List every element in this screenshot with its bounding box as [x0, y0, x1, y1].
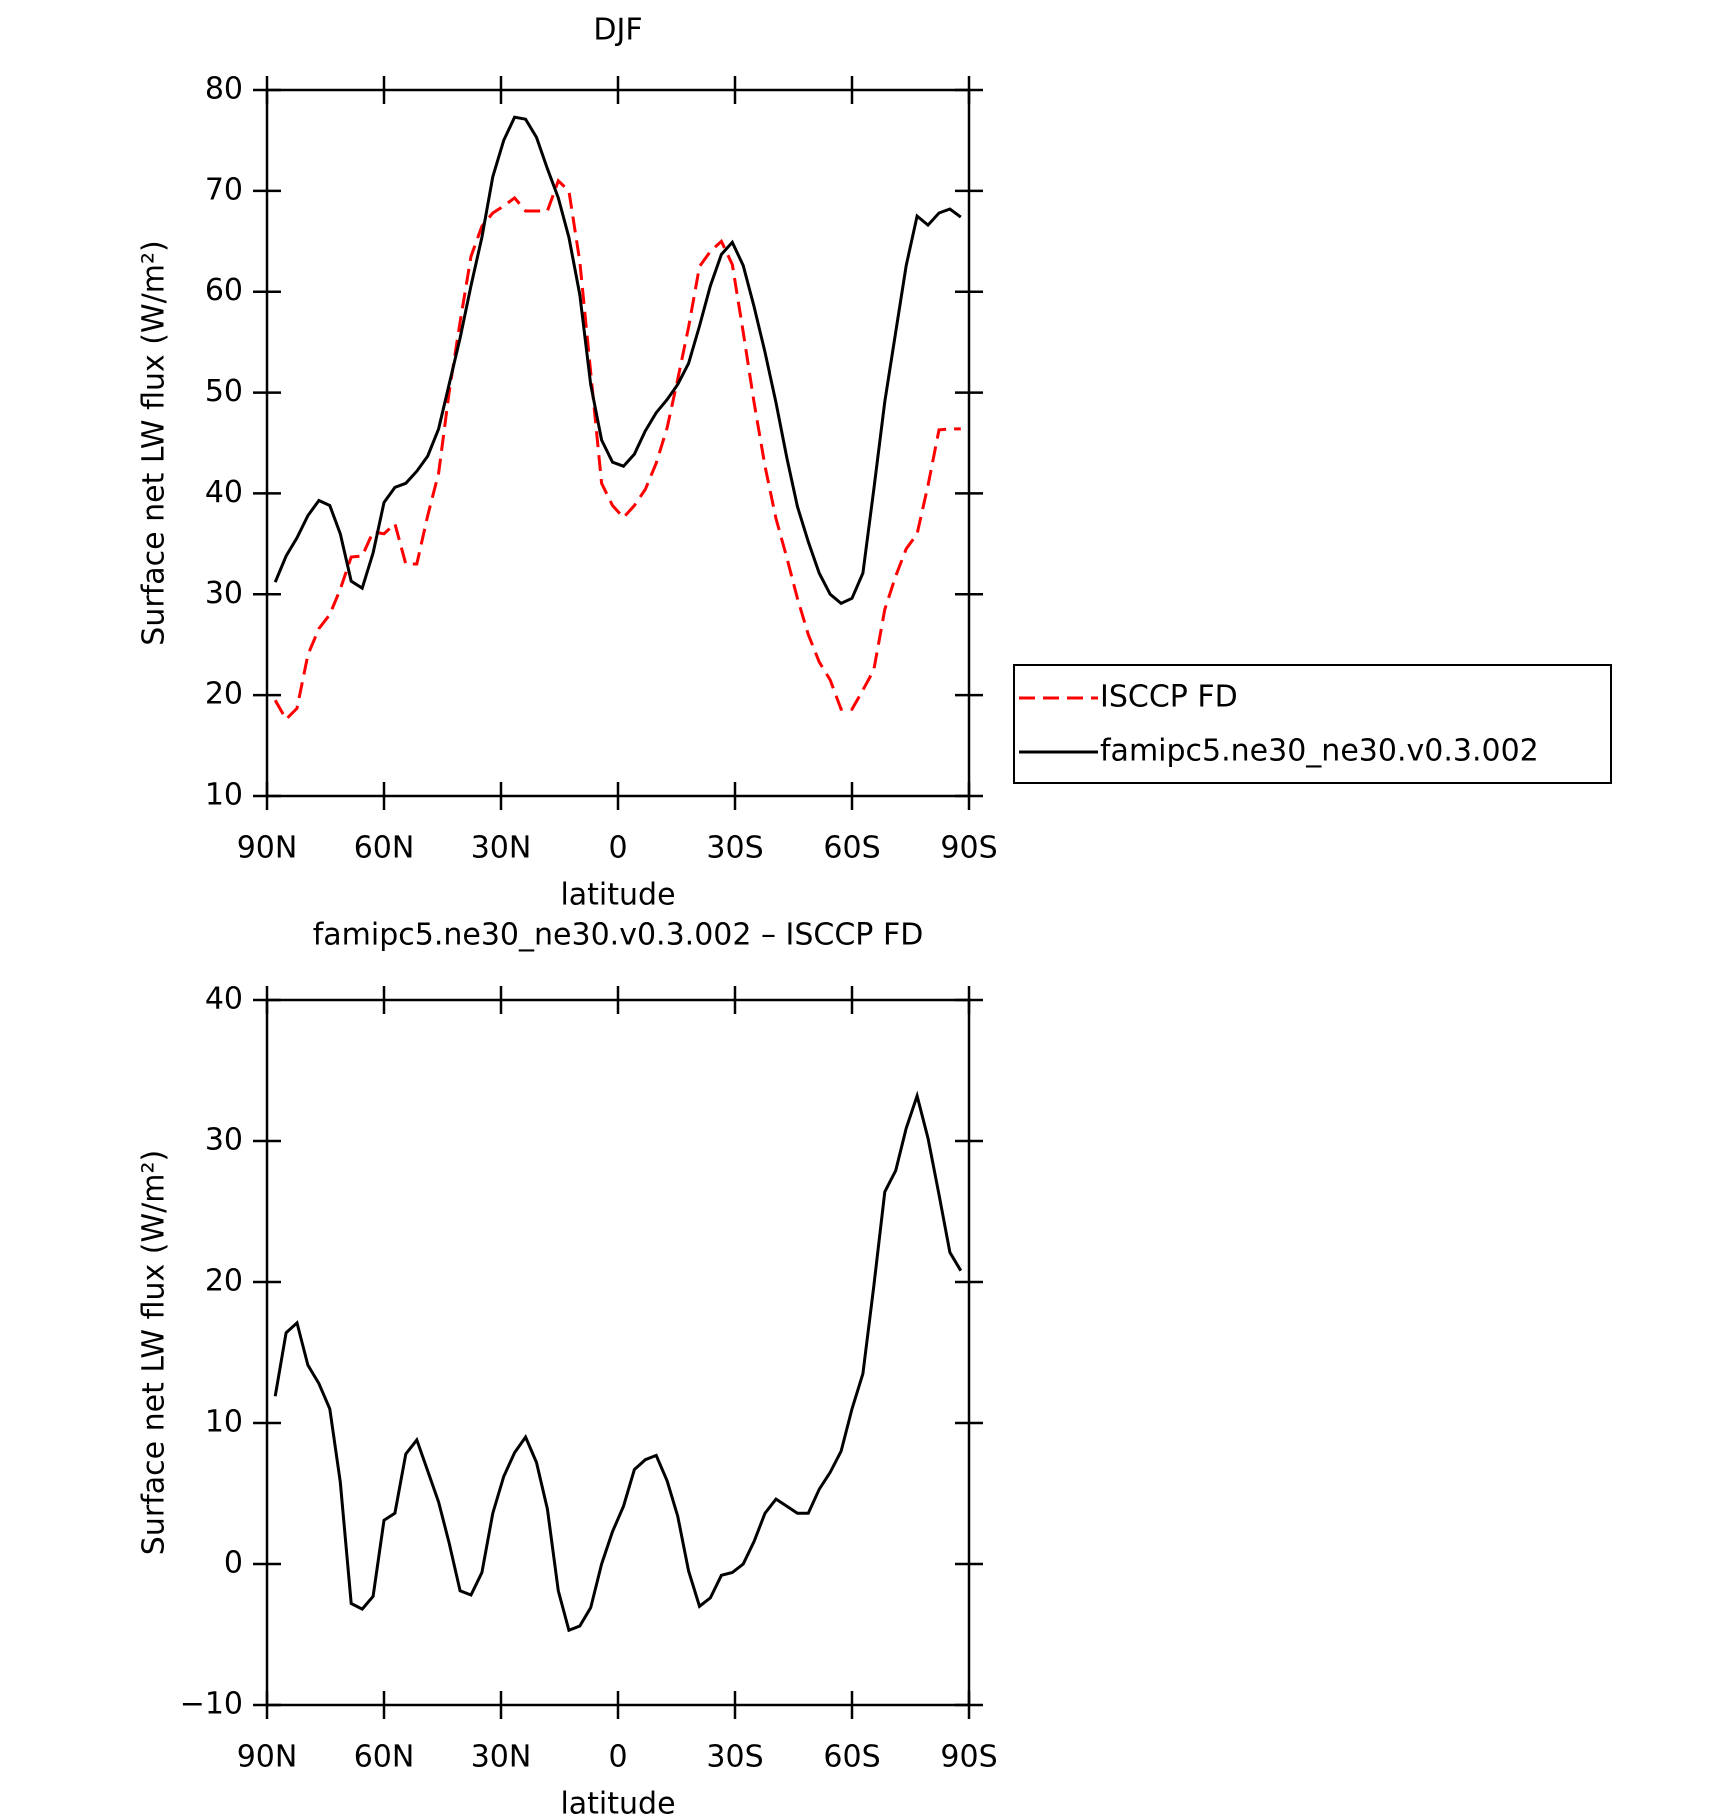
legend-label: famipc5.ne30_ne30.v0.3.002	[1100, 734, 1539, 769]
legend-box	[1013, 664, 1612, 784]
legend-label: ISCCP FD	[1100, 680, 1238, 715]
x-tick-label: 60S	[823, 1740, 880, 1775]
x-tick-label: 90S	[940, 1740, 997, 1775]
x-axis-label: latitude	[560, 878, 675, 913]
x-tick-label: 0	[608, 831, 627, 866]
x-tick-label: 60N	[354, 831, 415, 866]
x-tick-label: 90N	[237, 831, 298, 866]
y-tick-label: 10	[205, 778, 243, 813]
y-axis-label: Surface net LW flux (W/m²)	[137, 240, 172, 645]
x-axis-label: latitude	[560, 1787, 675, 1816]
y-tick-label: 40	[205, 475, 243, 510]
y-tick-label: 50	[205, 374, 243, 409]
y-tick-label: 70	[205, 172, 243, 207]
x-tick-label: 30S	[706, 831, 763, 866]
data-line	[273, 178, 961, 722]
x-tick-label: 90N	[237, 1740, 298, 1775]
x-tick-label: 30N	[471, 1740, 532, 1775]
y-tick-label: 20	[205, 677, 243, 712]
y-tick-label: 10	[205, 1405, 243, 1440]
x-tick-label: 60S	[823, 831, 880, 866]
x-tick-label: 60N	[354, 1740, 415, 1775]
x-tick-label: 90S	[940, 831, 997, 866]
y-axis-label: Surface net LW flux (W/m²)	[137, 1150, 172, 1555]
y-tick-label: 80	[205, 72, 243, 107]
plot-frame	[265, 88, 971, 798]
y-tick-label: 30	[205, 576, 243, 611]
data-line	[273, 115, 962, 606]
y-tick-label: −10	[180, 1687, 243, 1722]
y-tick-label: 40	[205, 982, 243, 1017]
data-line	[273, 1090, 963, 1633]
y-tick-label: 30	[205, 1123, 243, 1158]
y-tick-label: 0	[224, 1546, 243, 1581]
x-tick-label: 0	[608, 1740, 627, 1775]
chart-title: DJF	[593, 13, 642, 48]
chart-title: famipc5.ne30_ne30.v0.3.002 – ISCCP FD	[313, 918, 924, 953]
x-tick-label: 30N	[471, 831, 532, 866]
x-tick-label: 30S	[706, 1740, 763, 1775]
y-tick-label: 20	[205, 1264, 243, 1299]
y-tick-label: 60	[205, 273, 243, 308]
